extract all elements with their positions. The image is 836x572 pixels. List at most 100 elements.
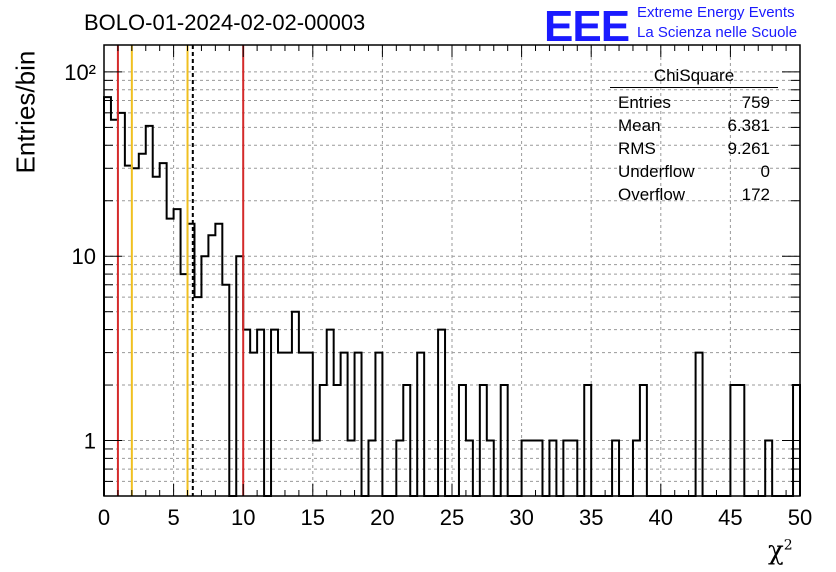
histogram-bin	[368, 441, 375, 496]
histogram-bin	[139, 154, 146, 496]
histogram-bin	[375, 353, 382, 496]
histogram-bin	[208, 235, 215, 496]
histogram-bin	[466, 441, 473, 496]
histogram-bin	[327, 330, 334, 496]
histogram-bin	[167, 219, 174, 496]
y-tick-label: 1	[84, 429, 96, 454]
histogram-bin	[480, 385, 487, 496]
histogram-bin	[153, 177, 160, 496]
x-tick-label: 50	[788, 505, 812, 530]
histogram-bin	[417, 353, 424, 496]
stats-row-overflow: Overflow 172	[610, 183, 778, 206]
x-tick-label: 40	[649, 505, 673, 530]
histogram-bin	[194, 297, 201, 496]
histogram-bin	[355, 353, 362, 496]
grid	[104, 45, 800, 496]
histogram-bin	[160, 163, 167, 496]
histogram-bin	[146, 126, 153, 496]
x-tick-label: 35	[579, 505, 603, 530]
x-tick-label: 10	[231, 505, 255, 530]
histogram-bin	[222, 285, 229, 496]
histogram-bin	[563, 441, 570, 496]
stats-label: RMS	[618, 139, 656, 158]
stats-box: ChiSquare Entries 759 Mean 6.381 RMS 9.2…	[610, 66, 778, 206]
stats-label: Mean	[618, 116, 661, 135]
x-tick-label: 15	[301, 505, 325, 530]
histogram-bin	[633, 441, 640, 496]
histogram-bin	[320, 385, 327, 496]
stats-label: Overflow	[618, 185, 686, 204]
histogram-bin	[529, 441, 536, 496]
x-tick-label: 45	[718, 505, 742, 530]
logo-line-2: La Scienza nelle Scuole	[637, 24, 798, 41]
histogram-bin	[118, 113, 125, 496]
histogram-bin	[348, 441, 355, 496]
histogram-bin	[250, 353, 257, 496]
histogram-bin	[104, 97, 111, 496]
chart-title: BOLO-01-2024-02-02-00003	[84, 10, 366, 35]
histogram-bin	[570, 441, 577, 496]
histogram-bin	[765, 441, 772, 496]
histogram-bin	[243, 330, 250, 496]
stats-value: 759	[741, 93, 770, 112]
stats-value: 172	[741, 185, 770, 204]
histogram-bin	[730, 385, 737, 496]
logo-line-1: Extreme Energy Events	[637, 4, 795, 21]
y-axis-label: Entries/bin	[10, 50, 41, 174]
tick-labels: 0 5 10 15 20 25 30 35 40 45 50 1 10 10²	[64, 60, 812, 530]
y-tick-label: 10²	[64, 60, 96, 85]
histogram-bin	[236, 256, 243, 496]
eee-logo: EEE	[544, 2, 630, 51]
stats-row-entries: Entries 759	[610, 91, 778, 114]
x-tick-label: 0	[98, 505, 110, 530]
histogram-bin	[257, 330, 264, 496]
stats-box-title: ChiSquare	[610, 66, 778, 88]
stats-label: Entries	[618, 93, 671, 112]
histogram-bin	[536, 441, 543, 496]
histogram-bin	[501, 385, 508, 496]
stats-value: 9.261	[727, 139, 770, 158]
histogram-bin	[584, 385, 591, 496]
histogram-bin	[111, 120, 118, 496]
histogram-bin	[299, 353, 306, 496]
x-tick-label: 30	[509, 505, 533, 530]
histogram-bin	[285, 353, 292, 496]
histogram-bin	[522, 441, 529, 496]
histogram-bin	[334, 385, 341, 496]
stats-row-underflow: Underflow 0	[610, 160, 778, 183]
stats-label: Underflow	[618, 162, 695, 181]
histogram-bin	[403, 385, 410, 496]
histogram-bin	[737, 385, 744, 496]
histogram-bin	[306, 353, 313, 496]
y-tick-label: 10	[72, 244, 96, 269]
axis-ticks	[103, 45, 801, 496]
histogram-bin	[292, 312, 299, 496]
x-tick-label: 25	[440, 505, 464, 530]
histogram-bin	[313, 441, 320, 496]
histogram-bin	[696, 353, 703, 496]
stats-row-rms: RMS 9.261	[610, 137, 778, 160]
reference-lines	[116, 45, 245, 496]
histogram-bin	[549, 441, 556, 496]
histogram-bin	[201, 256, 208, 496]
histogram-bin	[215, 224, 222, 496]
stats-value: 6.381	[727, 116, 770, 135]
histogram-bin	[487, 441, 494, 496]
histogram-bin	[278, 353, 285, 496]
histogram-bin	[181, 274, 188, 496]
x-tick-label: 20	[370, 505, 394, 530]
histogram-bin	[612, 441, 619, 496]
histogram-bin	[341, 353, 348, 496]
histogram-bin	[459, 385, 466, 496]
stats-value: 0	[760, 162, 770, 181]
histogram-bin	[271, 330, 278, 496]
x-tick-label: 5	[167, 505, 179, 530]
histogram-bin	[640, 385, 647, 496]
histogram-bin	[125, 166, 132, 496]
histogram-bin	[174, 209, 181, 496]
histogram-bin	[438, 330, 445, 496]
stats-row-mean: Mean 6.381	[610, 114, 778, 137]
x-axis-label: χ2	[768, 536, 793, 566]
histogram-bin	[132, 168, 139, 496]
